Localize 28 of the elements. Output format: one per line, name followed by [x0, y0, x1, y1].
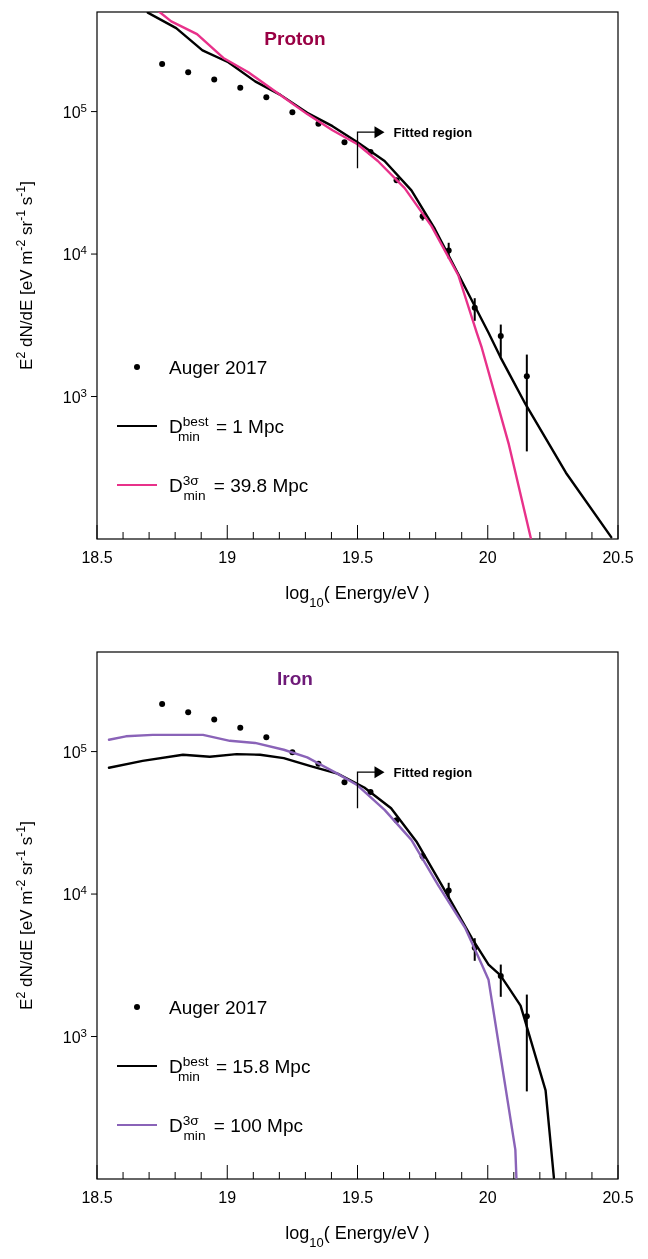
- text: Iron: [277, 668, 313, 689]
- text: Proton: [264, 28, 326, 49]
- x-tick-label: 19: [218, 549, 237, 566]
- legend-label: Auger 2017: [169, 357, 268, 378]
- y-tick-label: 10$^{4}$: [62, 884, 88, 904]
- y-tick-label: 10$^{3}$: [62, 386, 87, 406]
- legend-label: D$^{best}$$_{min}$ = 15.8 Mpc: [169, 1053, 311, 1084]
- x-tick-label: 20: [478, 549, 497, 566]
- x-axis-title: log$_{10}$( Energy/eV ): [285, 1223, 430, 1250]
- x-tick-label: 19: [218, 1189, 237, 1206]
- y-tick-label: 10$^{5}$: [62, 101, 87, 121]
- annotation: Fitted region: [393, 125, 473, 141]
- x-tick-label: 18.5: [81, 549, 113, 566]
- y-tick-label: 10$^{4}$: [62, 244, 88, 264]
- y-tick-label: 10$^{5}$: [62, 741, 87, 761]
- legend-label: Auger 2017: [169, 997, 268, 1018]
- legend-label: D$^{best}$$_{min}$ = 1 Mpc: [169, 413, 285, 444]
- x-tick-label: 20.5: [602, 1189, 634, 1206]
- annotation: Fitted region: [393, 765, 473, 781]
- y-tick-label: 10$^{3}$: [62, 1026, 87, 1046]
- x-tick-label: 18.5: [81, 1189, 113, 1206]
- x-tick-label: 20.5: [602, 549, 634, 566]
- x-axis-title: log$_{10}$( Energy/eV ): [285, 583, 430, 610]
- x-tick-label: 19.5: [341, 549, 374, 566]
- x-tick-label: 19.5: [341, 1189, 374, 1206]
- legend-label: D$^{3σ}$$_{min}$ = 100 Mpc: [169, 1112, 304, 1143]
- x-tick-label: 20: [478, 1189, 497, 1206]
- legend-label: D$^{3σ}$$_{min}$ = 39.8 Mpc: [169, 472, 309, 503]
